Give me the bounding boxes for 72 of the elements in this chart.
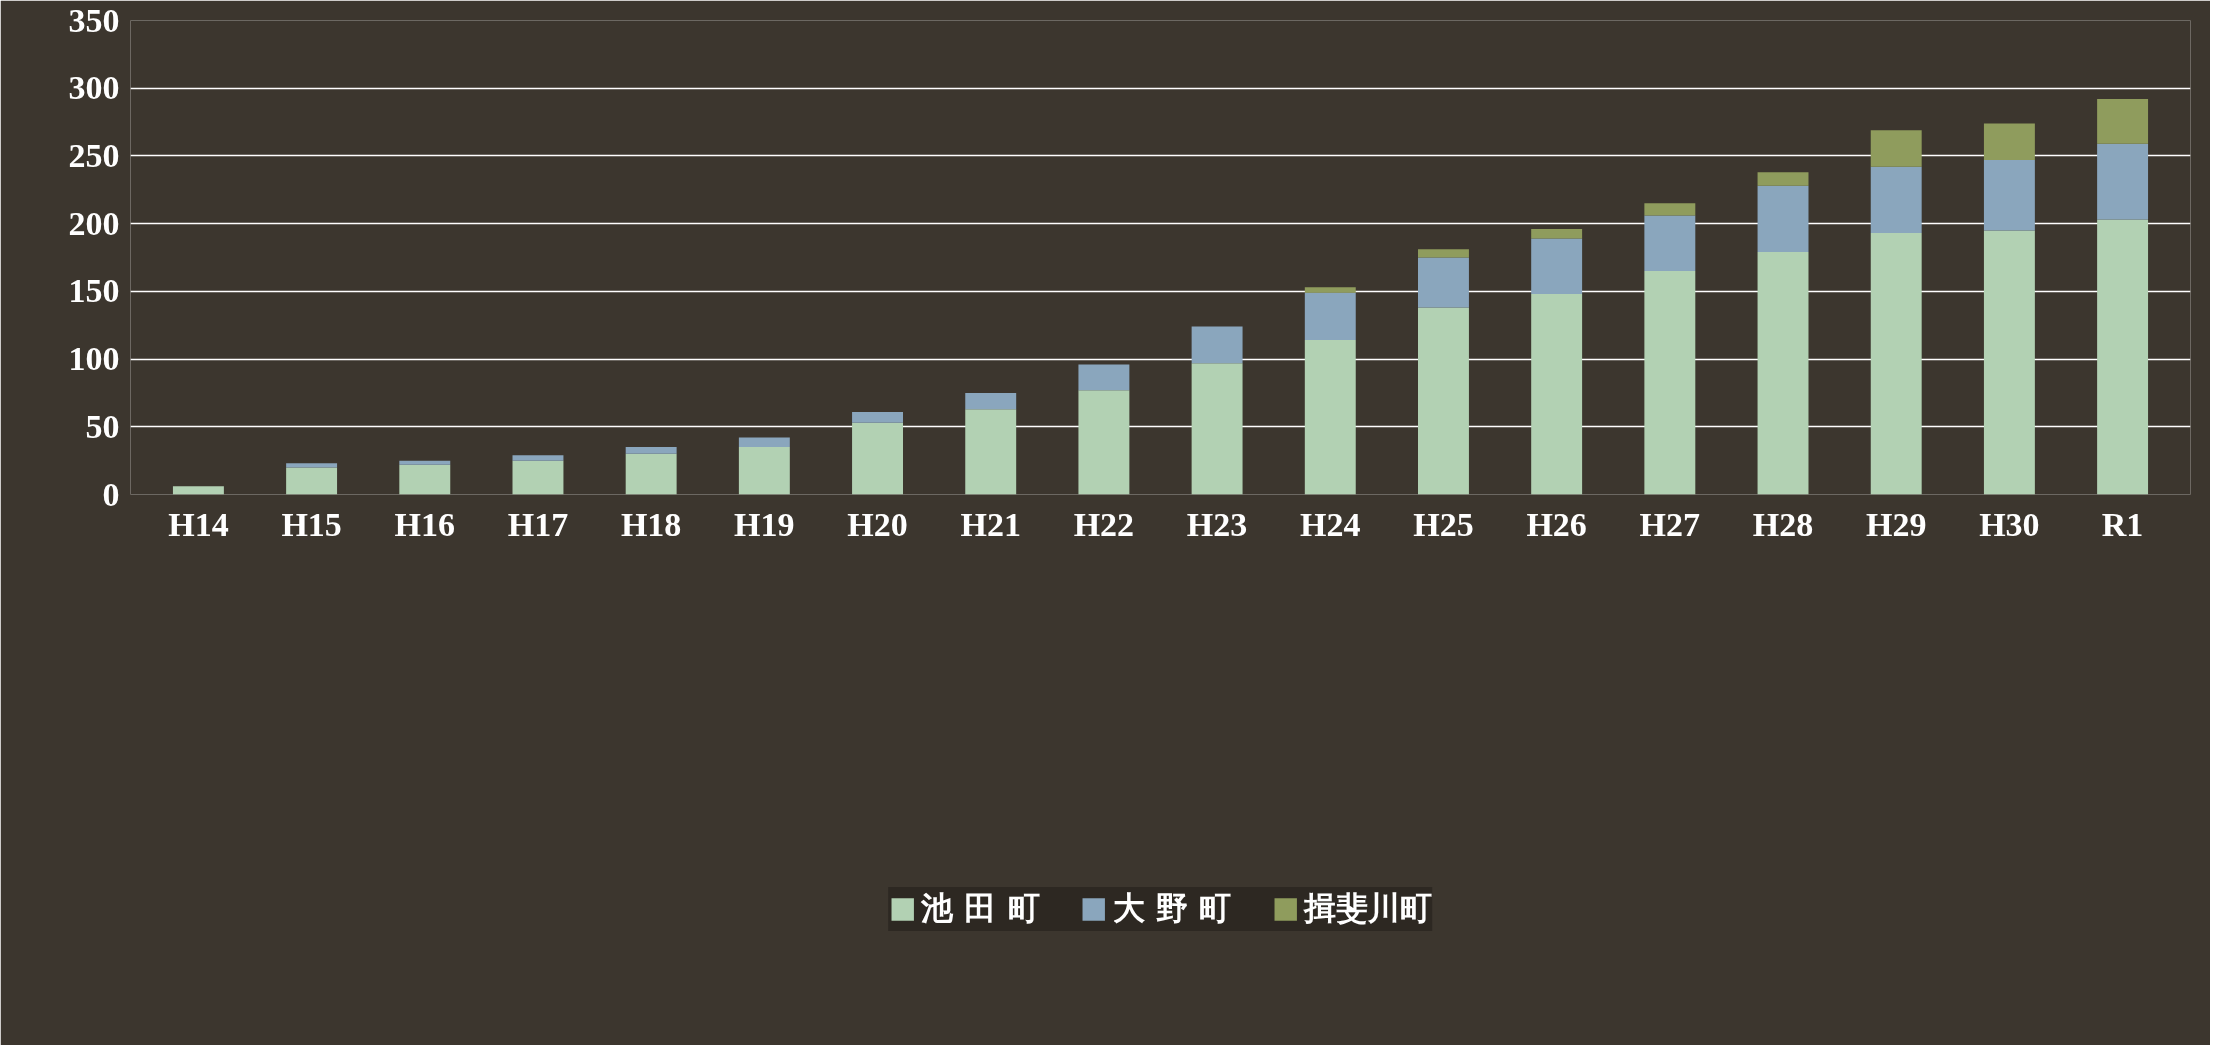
- x-tick-label: H25: [1413, 505, 1474, 543]
- bar: [1870, 130, 1922, 167]
- x-tick-label: H30: [1979, 505, 2040, 543]
- bar: [1304, 287, 1356, 293]
- x-tick-label: H27: [1639, 505, 1701, 543]
- bar: [1191, 363, 1243, 495]
- bar: [1870, 233, 1922, 495]
- bar: [1078, 390, 1130, 495]
- x-tick-label: H14: [168, 505, 229, 543]
- bar: [1531, 229, 1583, 239]
- bar: [1531, 294, 1583, 495]
- bar: [1418, 257, 1469, 308]
- bar: [1531, 238, 1583, 295]
- y-tick-label: 100: [68, 340, 120, 378]
- bar: [1757, 185, 1809, 253]
- y-tick-label: 150: [68, 272, 120, 310]
- bar: [399, 460, 451, 465]
- bar: [286, 467, 338, 495]
- bar: [2097, 219, 2149, 495]
- bar: [1191, 326, 1243, 364]
- x-tick-label: H17: [507, 505, 569, 543]
- bar: [1870, 166, 1922, 234]
- x-tick-label: R1: [2101, 505, 2144, 543]
- x-tick-label: H23: [1186, 505, 1248, 543]
- bar: [1983, 159, 2035, 231]
- bar: [2097, 143, 2149, 220]
- bar: [1078, 364, 1130, 391]
- y-tick-label: 300: [68, 69, 120, 107]
- bar: [738, 437, 790, 448]
- bar: [2097, 99, 2149, 144]
- x-tick-label: H20: [847, 505, 908, 543]
- y-tick-label: 50: [85, 407, 120, 445]
- x-tick-label: H24: [1300, 505, 1361, 543]
- bar: [1304, 340, 1356, 495]
- bar: [399, 464, 451, 495]
- y-tick-label: 0: [102, 475, 120, 513]
- bar: [1418, 249, 1469, 258]
- x-tick-label: H22: [1073, 505, 1135, 543]
- bar: [965, 392, 1017, 410]
- bar: [1757, 252, 1809, 495]
- x-tick-label: H26: [1526, 505, 1587, 543]
- bar: [1983, 230, 2035, 495]
- bar: [625, 447, 677, 454]
- legend-label: 揖斐川町: [1303, 888, 1432, 929]
- legend-label: 池 田 町: [921, 888, 1040, 929]
- bar: [172, 486, 224, 495]
- x-tick-label: H21: [960, 505, 1021, 543]
- bar: [1757, 172, 1809, 186]
- bar: [1644, 203, 1696, 216]
- bar: [1304, 292, 1356, 341]
- y-tick-label: 250: [68, 136, 120, 174]
- legend-label: 大 野 町: [1112, 888, 1231, 929]
- x-tick-label: H19: [734, 505, 795, 543]
- bar: [512, 460, 564, 495]
- x-tick-label: H28: [1752, 505, 1814, 543]
- y-tick-label: 200: [68, 204, 120, 242]
- x-tick-label: H16: [394, 505, 456, 543]
- bar: [965, 409, 1017, 495]
- bar: [1983, 123, 2035, 160]
- bar: [286, 463, 338, 468]
- bar: [512, 455, 564, 461]
- bar: [852, 422, 903, 495]
- x-tick-label: H18: [620, 505, 682, 543]
- bar: [1418, 307, 1469, 495]
- bar: [852, 411, 903, 423]
- x-tick-label: H15: [281, 505, 342, 543]
- y-tick-label: 350: [68, 1, 120, 39]
- bar: [1644, 215, 1696, 272]
- bar: [625, 453, 677, 495]
- bar: [738, 447, 790, 495]
- x-tick-label: H29: [1865, 505, 1927, 543]
- bar: [1644, 271, 1696, 495]
